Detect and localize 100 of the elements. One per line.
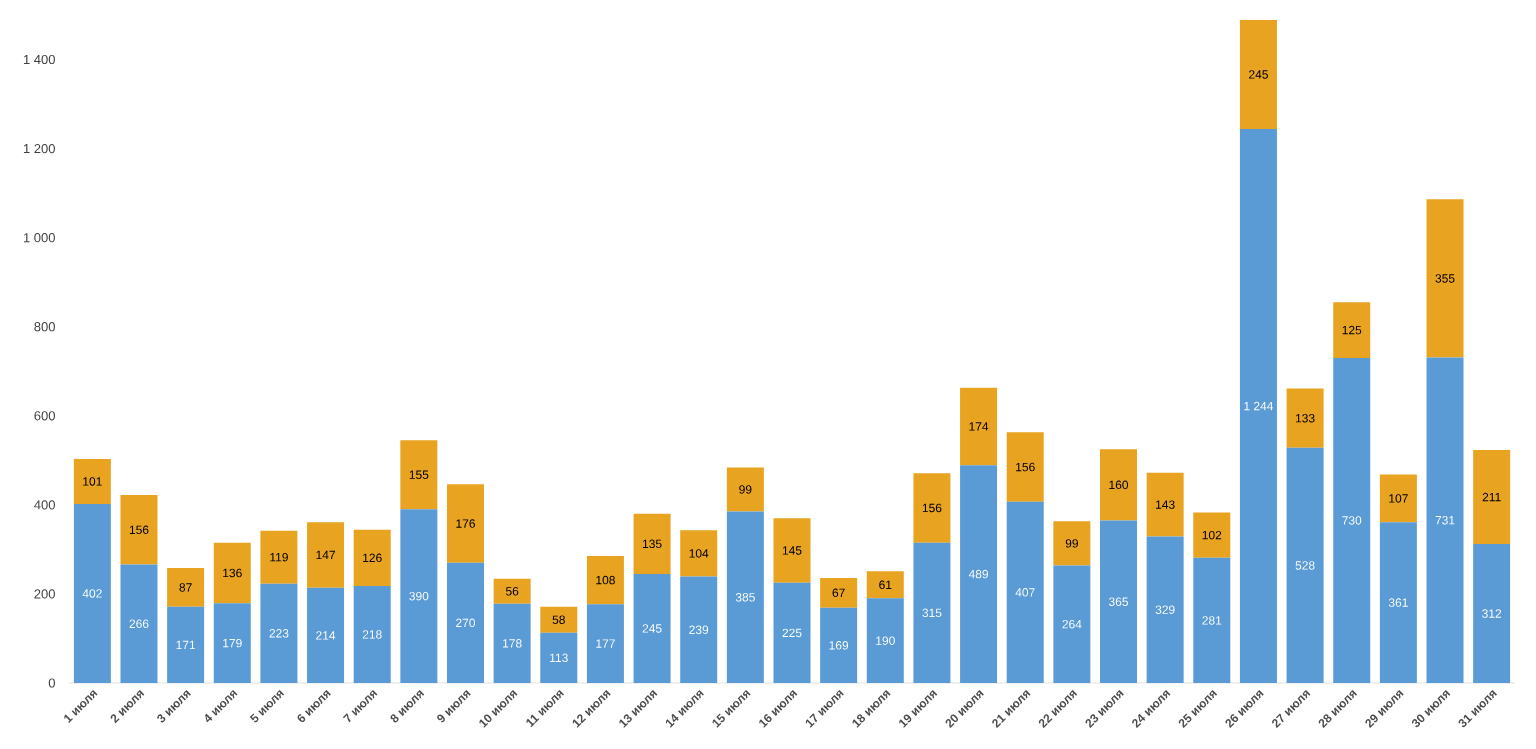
data-label: 125: [1342, 325, 1362, 335]
data-label: 178: [503, 639, 522, 648]
bar: [726, 511, 764, 683]
data-label: 145: [782, 546, 802, 555]
data-label: 315: [922, 608, 942, 618]
data-label: 245: [642, 624, 662, 633]
data-label: 329: [1155, 605, 1175, 614]
bar: [913, 473, 951, 543]
bar: [400, 440, 438, 510]
bar: [73, 458, 111, 504]
bar: [1146, 536, 1184, 683]
bar: [633, 513, 671, 574]
data-label: 245: [1249, 70, 1268, 79]
data-label: 87: [179, 583, 192, 592]
bar: [1100, 520, 1138, 683]
data-label: 104: [689, 549, 709, 558]
bar: [960, 387, 998, 466]
bar: [260, 583, 298, 683]
data-label: 489: [968, 569, 989, 579]
bar: [353, 585, 391, 683]
data-label: 156: [129, 525, 149, 535]
bar: [1053, 521, 1091, 566]
bar: [586, 604, 624, 683]
bar: [1239, 19, 1277, 129]
bar: [1473, 450, 1511, 545]
data-label: 361: [1388, 598, 1408, 607]
data-label: 126: [363, 553, 382, 563]
bar: [540, 632, 578, 683]
bar: [307, 587, 345, 683]
y-tick-label: 1 400: [23, 54, 55, 65]
y-tick-label: 1 000: [23, 233, 55, 243]
bar: [493, 603, 531, 683]
data-label: 99: [739, 485, 752, 494]
data-label: 56: [505, 587, 519, 596]
bar: [446, 484, 484, 563]
data-label: 108: [596, 575, 615, 585]
y-tick-label: 0: [48, 678, 55, 688]
bar: [1286, 388, 1324, 448]
data-label: 528: [1295, 561, 1315, 570]
bar: [680, 576, 718, 683]
data-label: 155: [409, 470, 429, 479]
data-label: 58: [552, 615, 565, 624]
data-label: 218: [362, 630, 382, 639]
bar: [260, 530, 298, 584]
data-label: 169: [829, 641, 849, 650]
bar: [680, 530, 718, 577]
bar: [540, 606, 578, 633]
bar: [1193, 512, 1231, 558]
data-label: 1 244: [1244, 401, 1274, 411]
data-label: 61: [879, 580, 892, 590]
data-label: 147: [316, 550, 335, 560]
bar: [773, 582, 811, 683]
bar: [820, 577, 858, 608]
y-tick-label: 600: [34, 411, 55, 421]
data-label: 223: [269, 629, 289, 638]
y-tick-label: 1 200: [23, 143, 55, 154]
data-label: 731: [1435, 515, 1455, 525]
bar: [213, 542, 251, 604]
data-label: 390: [409, 591, 429, 601]
data-label: 225: [782, 628, 802, 638]
data-label: 355: [1435, 274, 1455, 283]
y-tick-label: 800: [34, 322, 55, 332]
data-label: 177: [596, 639, 615, 648]
bar: [1379, 474, 1417, 523]
data-label: 101: [83, 477, 102, 486]
bar: [1006, 432, 1044, 502]
data-label: 270: [456, 618, 476, 628]
bar: [307, 522, 345, 588]
bar: [1006, 501, 1044, 683]
data-label: 281: [1202, 616, 1222, 625]
data-label: 365: [1108, 597, 1129, 606]
data-label: 156: [922, 503, 942, 513]
data-label: 730: [1342, 516, 1362, 525]
data-label: 136: [223, 568, 242, 578]
bar: [726, 467, 764, 512]
bar: [73, 503, 111, 683]
data-label: 102: [1202, 530, 1222, 540]
bar: [1426, 199, 1464, 358]
bar: [586, 556, 624, 605]
bar: [1193, 557, 1231, 683]
bar: [866, 571, 904, 599]
bar: [1053, 565, 1091, 683]
data-label: 160: [1109, 480, 1129, 490]
bar: [400, 509, 438, 683]
bar: [1286, 447, 1324, 683]
bar: [167, 606, 205, 683]
data-label: 214: [316, 631, 336, 640]
bar: [820, 607, 858, 683]
data-label: 239: [689, 625, 709, 635]
data-label: 312: [1482, 609, 1502, 618]
data-label: 385: [735, 593, 755, 602]
data-label: 107: [1389, 494, 1408, 503]
data-label: 266: [129, 619, 149, 628]
data-label: 133: [1295, 413, 1315, 423]
bar: [1239, 129, 1277, 683]
y-tick-label: 400: [34, 500, 55, 510]
bar: [1333, 302, 1371, 358]
data-label: 264: [1062, 619, 1082, 629]
data-label: 119: [270, 552, 288, 562]
bar: [213, 603, 251, 683]
